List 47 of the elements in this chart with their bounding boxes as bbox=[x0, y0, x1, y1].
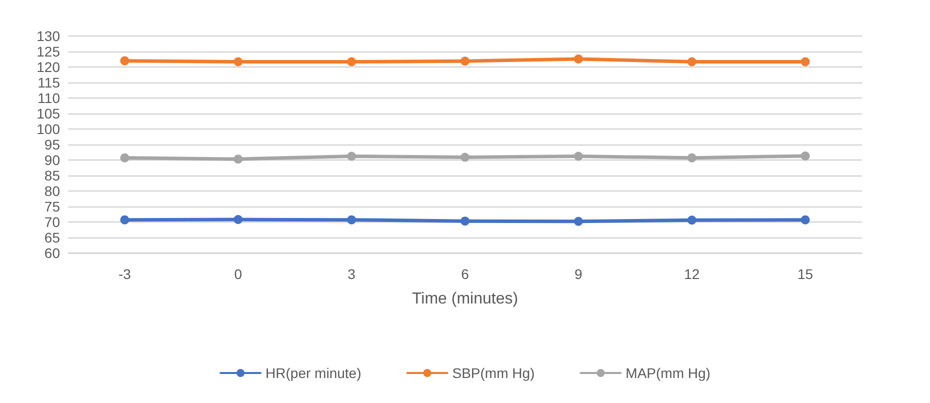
y-tick-label: 80 bbox=[44, 183, 60, 199]
x-tick-label: -3 bbox=[118, 266, 132, 282]
x-tick-label: 6 bbox=[461, 266, 470, 282]
x-tick-label: 3 bbox=[348, 266, 356, 282]
x-tick-label: 9 bbox=[574, 266, 583, 282]
point bbox=[234, 57, 243, 66]
point bbox=[687, 153, 696, 162]
point bbox=[687, 57, 696, 66]
point bbox=[120, 153, 130, 162]
y-tick-label: 65 bbox=[44, 230, 60, 246]
point bbox=[347, 215, 356, 224]
point bbox=[687, 216, 696, 225]
y-tick-label: 85 bbox=[44, 168, 60, 184]
x-axis-title: Time (minutes) bbox=[412, 290, 518, 308]
x-tick-label: 15 bbox=[797, 266, 814, 282]
point bbox=[460, 56, 470, 66]
point bbox=[800, 57, 810, 66]
point bbox=[347, 57, 356, 66]
legend-label: HR(per minute) bbox=[266, 365, 362, 381]
y-tick-label: 75 bbox=[44, 198, 60, 214]
y-tick-label: 130 bbox=[36, 28, 60, 44]
point bbox=[234, 154, 243, 164]
point bbox=[347, 152, 356, 161]
y-tick-label: 100 bbox=[36, 121, 60, 137]
point bbox=[460, 216, 470, 226]
legend-label: MAP(mm Hg) bbox=[626, 365, 710, 381]
point bbox=[800, 215, 810, 224]
point bbox=[120, 56, 130, 66]
y-tick-label: 70 bbox=[44, 214, 60, 230]
y-tick-label: 125 bbox=[36, 44, 60, 60]
y-tick-label: 90 bbox=[44, 152, 60, 168]
point bbox=[800, 151, 810, 160]
point bbox=[120, 215, 130, 224]
point bbox=[460, 152, 470, 162]
y-tick-label: 120 bbox=[36, 59, 60, 75]
legend-label: SBP(mm Hg) bbox=[452, 365, 535, 381]
x-tick-label: 0 bbox=[234, 266, 242, 282]
point bbox=[234, 215, 243, 224]
x-tick-label: 12 bbox=[684, 266, 700, 282]
y-tick-label: 115 bbox=[38, 74, 60, 90]
y-tick-label: 105 bbox=[36, 106, 60, 122]
y-tick-label: 110 bbox=[38, 90, 60, 106]
point bbox=[574, 216, 583, 226]
point bbox=[574, 152, 583, 161]
point bbox=[574, 54, 583, 64]
y-tick-label: 95 bbox=[44, 136, 60, 152]
y-tick-label: 60 bbox=[44, 245, 60, 261]
